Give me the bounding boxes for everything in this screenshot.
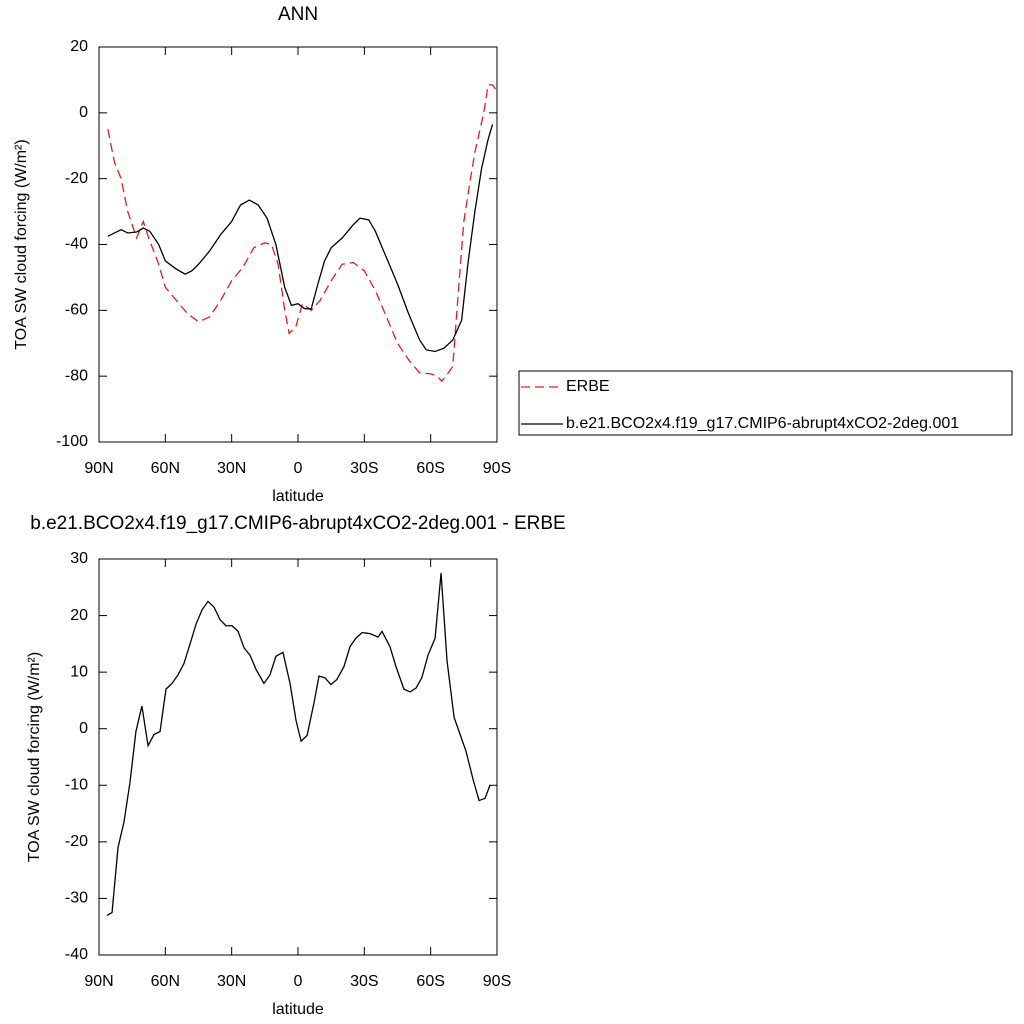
x-tick-label: 30N [217,973,246,990]
chart-title: b.e21.BCO2x4.f19_g17.CMIP6-abrupt4xCO2-2… [30,513,565,534]
series-line [106,573,491,916]
y-tick-label: -10 [65,777,88,794]
x-tick-label: 60S [416,460,444,477]
y-tick-label: -80 [65,367,88,384]
y-tick-label: 0 [79,104,88,121]
y-tick-label: -20 [65,170,88,187]
y-tick-label: 30 [70,550,88,567]
y-tick-label: -20 [65,833,88,850]
chart-title: ANN [278,4,318,25]
legend-label: b.e21.BCO2x4.f19_g17.CMIP6-abrupt4xCO2-2… [566,415,959,432]
x-tick-label: 0 [294,460,303,477]
y-tick-label: 0 [79,720,88,737]
y-tick-label: -100 [56,433,88,450]
x-tick-label: 90S [483,460,511,477]
y-tick-label: -60 [65,302,88,319]
y-tick-label: -40 [65,236,88,253]
x-tick-label: 90S [483,973,511,990]
legend-label: ERBE [566,378,610,395]
y-tick-label: 20 [70,38,88,55]
legend-box [518,370,1013,436]
x-axis-label: latitude [272,1001,324,1018]
x-tick-label: 0 [294,973,303,990]
series-line [107,84,498,383]
x-tick-label: 60N [151,460,180,477]
x-tick-label: 30S [350,973,378,990]
y-axis-label: TOA SW cloud forcing (W/m²) [13,139,30,349]
x-tick-label: 30S [350,460,378,477]
x-tick-label: 90N [84,460,113,477]
y-tick-label: -30 [65,890,88,907]
x-tick-label: 90N [84,973,113,990]
x-tick-label: 30N [217,460,246,477]
x-axis-label: latitude [272,488,324,505]
y-tick-label: 10 [70,663,88,680]
x-tick-label: 60N [151,973,180,990]
series-line [107,124,494,353]
y-tick-label: 20 [70,607,88,624]
y-axis-label: TOA SW cloud forcing (W/m²) [26,652,43,862]
y-tick-label: -40 [65,946,88,963]
x-tick-label: 60S [416,973,444,990]
